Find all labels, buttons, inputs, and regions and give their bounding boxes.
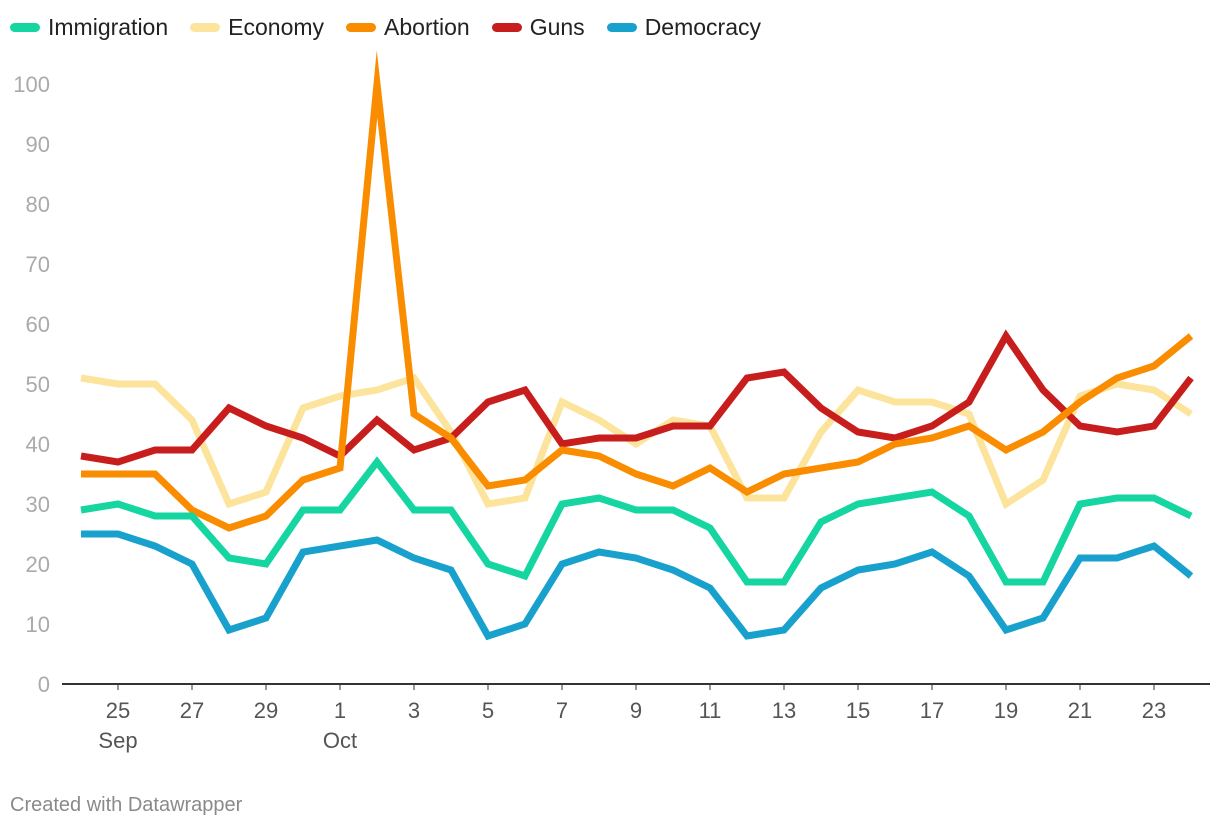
legend-swatch-economy (190, 23, 221, 32)
legend-item-abortion: Abortion (346, 14, 470, 41)
x-tick-label-27: 27 (180, 698, 204, 723)
y-tick-label-40: 40 (26, 432, 50, 457)
series-line-democracy (81, 530, 1194, 641)
x-tick-label-23: 23 (1142, 698, 1166, 723)
legend-swatch-abortion (346, 23, 377, 32)
x-tick-label-13: 13 (772, 698, 796, 723)
legend-swatch-immigration (10, 23, 40, 32)
legend-label-guns: Guns (529, 14, 585, 40)
x-tick-label-25: 25 (106, 698, 130, 723)
legend-item-democracy: Democracy (606, 14, 761, 41)
legend-item-guns: Guns (491, 14, 585, 41)
x-tick-label-3: 3 (408, 698, 420, 723)
y-tick-label-60: 60 (26, 312, 50, 337)
legend-label-immigration: Immigration (48, 14, 169, 40)
series-line-immigration (80, 456, 1193, 586)
series-line-economy (80, 373, 1193, 510)
chart-legend: Immigration Economy Abortion Guns Democr… (10, 14, 761, 41)
x-tick-sublabel-oct: Oct (323, 728, 357, 753)
y-tick-label-50: 50 (26, 372, 50, 397)
y-tick-label-10: 10 (26, 612, 50, 637)
x-tick-label-19: 19 (994, 698, 1018, 723)
x-tick-label-7: 7 (556, 698, 568, 723)
legend-label-democracy: Democracy (644, 14, 761, 40)
legend-item-economy: Economy (190, 14, 324, 41)
x-tick-label-11: 11 (699, 698, 722, 723)
x-tick-label-1: 1 (334, 698, 346, 723)
x-tick-label-15: 15 (846, 698, 870, 723)
y-tick-label-90: 90 (26, 132, 50, 157)
legend-swatch-democracy (606, 23, 637, 32)
y-tick-label-100: 100 (13, 72, 50, 97)
y-tick-label-80: 80 (26, 192, 50, 217)
x-tick-label-21: 21 (1068, 698, 1092, 723)
x-tick-label-29: 29 (254, 698, 278, 723)
x-tick-label-17: 17 (920, 698, 944, 723)
x-tick-sublabel-sep: Sep (98, 728, 137, 753)
series-line-abortion (81, 50, 1194, 532)
y-tick-label-0: 0 (38, 672, 50, 697)
series-line-guns (80, 329, 1194, 466)
legend-label-abortion: Abortion (384, 14, 470, 40)
y-tick-label-20: 20 (26, 552, 50, 577)
legend-label-economy: Economy (228, 14, 325, 40)
credit-text: Created with Datawrapper (10, 794, 243, 816)
x-tick-label-5: 5 (482, 698, 494, 723)
legend-swatch-guns (491, 23, 522, 32)
x-tick-label-9: 9 (630, 698, 642, 723)
legend-item-immigration: Immigration (10, 14, 168, 41)
y-tick-label-30: 30 (26, 492, 50, 517)
y-tick-label-70: 70 (26, 252, 50, 277)
